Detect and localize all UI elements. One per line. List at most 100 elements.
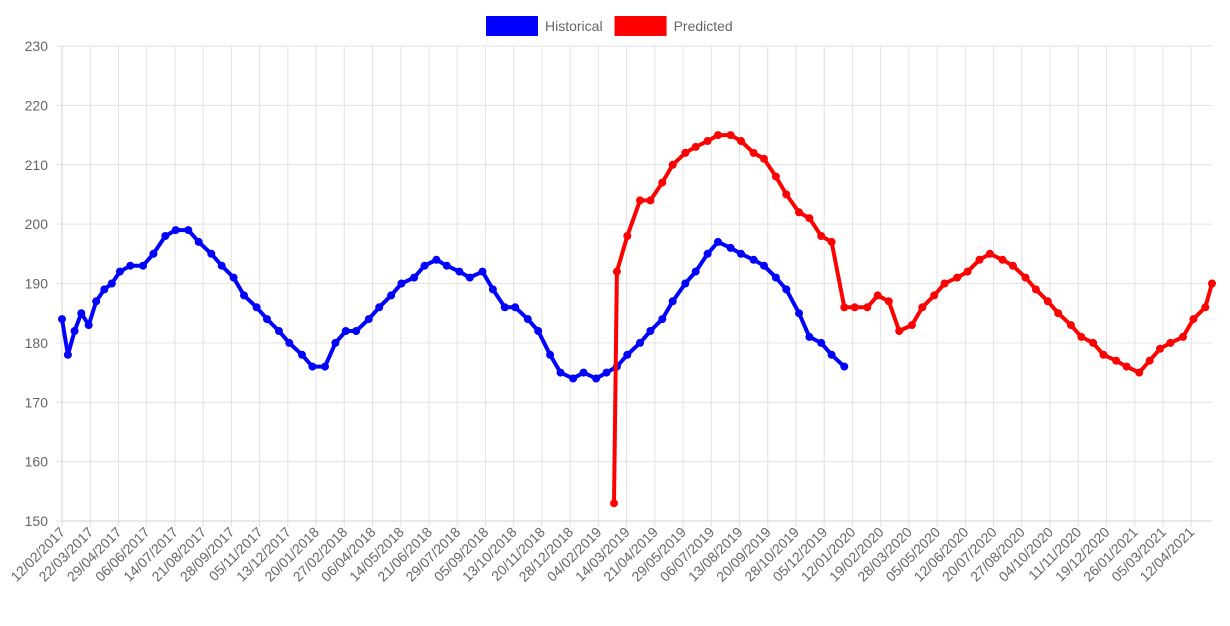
data-point-predicted <box>850 303 859 312</box>
data-point-historical <box>511 303 520 312</box>
data-point-historical <box>556 368 565 377</box>
data-point-predicted <box>1135 368 1144 377</box>
data-point-historical <box>726 243 735 252</box>
data-point-predicted <box>1156 344 1164 353</box>
data-point-predicted <box>1166 338 1175 347</box>
data-point-historical <box>795 309 803 318</box>
data-point-predicted <box>953 273 962 282</box>
data-point-predicted <box>795 208 803 217</box>
data-point-historical <box>534 327 543 335</box>
y-tick-label: 160 <box>25 454 49 470</box>
grid-lines <box>56 45 1212 527</box>
data-point-historical <box>805 332 814 341</box>
legend-item-predicted[interactable]: Predicted <box>614 16 733 36</box>
data-point-historical <box>749 255 758 264</box>
data-point-historical <box>139 261 147 270</box>
data-point-historical <box>658 315 667 324</box>
data-point-historical <box>420 261 429 270</box>
data-point-historical <box>523 315 532 324</box>
y-axis-ticks: 150 160 170 180 190 200 210 220 230 <box>25 38 49 529</box>
data-point-historical <box>58 315 66 324</box>
data-point-historical <box>623 350 632 359</box>
data-point-historical <box>488 285 497 294</box>
data-point-historical <box>70 327 79 335</box>
data-point-historical <box>478 267 487 276</box>
data-point-predicted <box>646 196 655 205</box>
data-point-historical <box>298 350 306 359</box>
data-point-predicted <box>1208 279 1216 288</box>
data-point-predicted <box>840 303 849 312</box>
series-line-historical <box>60 228 846 381</box>
data-point-predicted <box>1099 350 1108 359</box>
data-point-historical <box>691 267 700 276</box>
legend-swatch <box>486 16 538 36</box>
data-point-predicted <box>703 137 712 145</box>
x-axis-ticks: 12/02/201722/03/201729/04/201706/06/2017… <box>7 524 1197 585</box>
data-point-predicted <box>771 172 780 181</box>
data-point-historical <box>703 249 712 258</box>
data-point-predicted <box>975 255 984 264</box>
data-point-predicted <box>805 214 814 223</box>
data-point-historical <box>184 226 193 235</box>
data-point-historical <box>500 303 509 312</box>
data-point-predicted <box>985 249 994 258</box>
data-point-historical <box>331 338 340 347</box>
data-point-predicted <box>817 232 826 240</box>
data-point-predicted <box>658 178 667 187</box>
data-point-predicted <box>1054 309 1063 318</box>
data-point-predicted <box>1179 332 1187 341</box>
data-point-predicted <box>681 148 690 157</box>
y-tick-label: 220 <box>25 97 49 113</box>
data-point-historical <box>63 350 72 359</box>
data-point-predicted <box>873 291 882 300</box>
data-point-historical <box>352 327 361 335</box>
data-point-historical <box>92 297 101 306</box>
legend-swatch <box>614 16 667 36</box>
data-point-predicted <box>884 297 893 306</box>
data-point-predicted <box>668 160 677 169</box>
y-tick-label: 200 <box>25 216 49 232</box>
data-point-historical <box>737 249 745 258</box>
data-point-predicted <box>782 190 791 199</box>
data-point-predicted <box>737 137 745 145</box>
data-point-historical <box>229 273 238 282</box>
data-point-predicted <box>691 142 700 151</box>
data-point-historical <box>592 374 601 383</box>
data-point-historical <box>840 362 849 371</box>
data-point-historical <box>364 315 373 324</box>
data-point-predicted <box>1145 356 1154 365</box>
data-point-historical <box>569 374 578 383</box>
data-point-predicted <box>749 148 758 157</box>
y-tick-label: 150 <box>25 513 49 529</box>
data-point-predicted <box>895 327 904 335</box>
data-point-historical <box>84 321 93 330</box>
data-point-historical <box>714 237 722 246</box>
data-point-historical <box>194 237 203 246</box>
data-point-historical <box>387 291 396 300</box>
y-tick-label: 180 <box>25 335 49 351</box>
data-point-historical <box>217 261 226 270</box>
data-point-predicted <box>623 232 632 240</box>
data-point-historical <box>77 309 86 318</box>
data-point-historical <box>410 273 419 282</box>
series-group <box>58 131 1216 508</box>
data-point-historical <box>668 297 677 306</box>
data-point-historical <box>827 350 836 359</box>
data-point-historical <box>341 327 350 335</box>
y-tick-label: 230 <box>25 38 49 54</box>
data-point-predicted <box>1031 285 1040 294</box>
data-point-historical <box>274 327 283 335</box>
legend-label: Predicted <box>674 18 733 34</box>
data-point-historical <box>308 362 317 371</box>
data-point-historical <box>115 267 124 276</box>
data-point-historical <box>646 327 655 335</box>
data-point-historical <box>375 303 384 312</box>
legend-item-historical[interactable]: Historical <box>486 16 603 36</box>
legend[interactable]: Historical Predicted <box>486 16 733 36</box>
data-point-historical <box>636 338 644 347</box>
data-point-historical <box>161 232 170 240</box>
data-point-predicted <box>610 499 618 508</box>
data-point-predicted <box>726 131 735 140</box>
data-point-predicted <box>760 154 768 163</box>
data-point-predicted <box>1008 261 1017 270</box>
